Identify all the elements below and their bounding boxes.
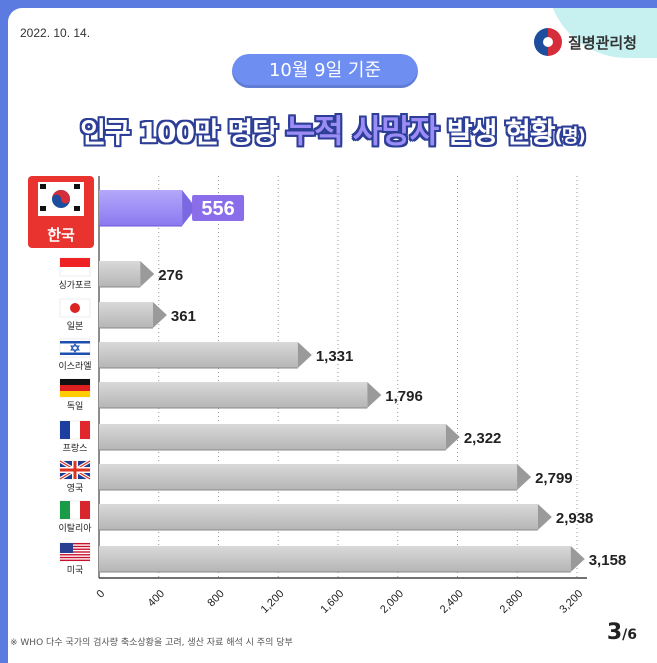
uk-flag	[59, 459, 91, 481]
korea-flag-trigram	[74, 184, 80, 189]
bar-end-cap	[152, 302, 167, 328]
x-tick-label: 0	[95, 588, 108, 601]
data-label: 361	[171, 308, 196, 325]
date-label: 2022. 10. 14.	[20, 26, 91, 40]
agency-name: 질병관리청	[567, 33, 637, 52]
category-label: 독일	[67, 401, 84, 412]
data-label: 2,938	[556, 510, 594, 527]
bar-end-cap	[570, 546, 585, 572]
bar-end-cap	[297, 342, 312, 368]
footnote: ※ WHO 다수 국가의 검사량 축소상황을 고려, 생산 자료 해석 시 주의…	[10, 638, 293, 648]
agency-logo: 질병관리청	[533, 28, 637, 56]
x-tick-label: 1,200	[259, 588, 287, 616]
singapore-flag	[59, 257, 91, 277]
bar-end-cap	[517, 464, 532, 490]
bar	[99, 464, 518, 490]
bar-end-cap	[182, 190, 197, 226]
title-unit: (명)	[554, 126, 586, 147]
x-tick-label: 800	[205, 588, 226, 609]
italy-flag	[59, 500, 91, 520]
data-label: 1,331	[316, 348, 354, 365]
bar	[99, 302, 153, 328]
highlight-bar	[99, 190, 183, 226]
chart-title: 인구 100만 명당 누적 사망자 발생 현황(명)	[8, 106, 657, 152]
data-label: 1,796	[385, 388, 423, 405]
title-suffix: 발생 현황	[438, 116, 556, 149]
title-prefix: 인구 100만 명당	[80, 116, 286, 149]
korea-flag-trigram	[74, 206, 80, 211]
category-label: 이탈리아	[58, 523, 92, 534]
category-label: 이스라엘	[58, 361, 91, 372]
x-tick-label: 400	[146, 588, 167, 609]
bar-end-cap	[445, 424, 460, 450]
data-label: 2,799	[535, 470, 573, 487]
korea-flag-trigram	[40, 206, 46, 211]
israel-flag	[59, 338, 91, 358]
category-label: 프랑스	[63, 442, 88, 454]
highlight-value-box	[192, 195, 245, 221]
category-label: 한국	[47, 226, 75, 244]
bar	[99, 342, 298, 368]
page-current: 3	[606, 620, 623, 645]
title-highlight: 누적 사망자	[285, 112, 439, 150]
x-tick-label: 2,000	[378, 588, 406, 616]
bar	[99, 261, 141, 287]
bar-end-cap	[537, 504, 552, 530]
japan-flag	[59, 298, 91, 318]
bar	[99, 382, 368, 408]
germany-flag	[59, 378, 91, 398]
usa-flag	[59, 542, 91, 562]
data-label: 2,322	[464, 430, 502, 447]
bar-end-cap	[140, 261, 155, 287]
category-label: 싱가포르	[58, 280, 91, 291]
france-flag	[59, 420, 91, 440]
korea-flag-trigram	[40, 184, 46, 189]
taegeuk-icon	[533, 28, 562, 56]
x-tick-label: 2,400	[438, 588, 466, 616]
category-label: 미국	[67, 565, 84, 576]
category-label: 영국	[67, 483, 84, 494]
bar	[99, 546, 571, 572]
x-tick-label: 1,600	[318, 588, 346, 616]
korea-flag-circle-red	[52, 190, 70, 204]
data-label: 556	[201, 198, 234, 220]
x-tick-label: 2,800	[498, 588, 526, 616]
page-total: /6	[622, 627, 637, 643]
page-indicator: 3/6	[607, 620, 637, 645]
data-label: 3,158	[589, 552, 627, 569]
bar	[99, 424, 446, 450]
data-label: 276	[158, 267, 183, 284]
category-label: 일본	[67, 321, 84, 332]
bar-end-cap	[367, 382, 382, 408]
bar	[99, 504, 538, 530]
basis-date-badge: 10월 9일 기준	[232, 54, 418, 88]
x-tick-label: 3,200	[557, 588, 585, 616]
